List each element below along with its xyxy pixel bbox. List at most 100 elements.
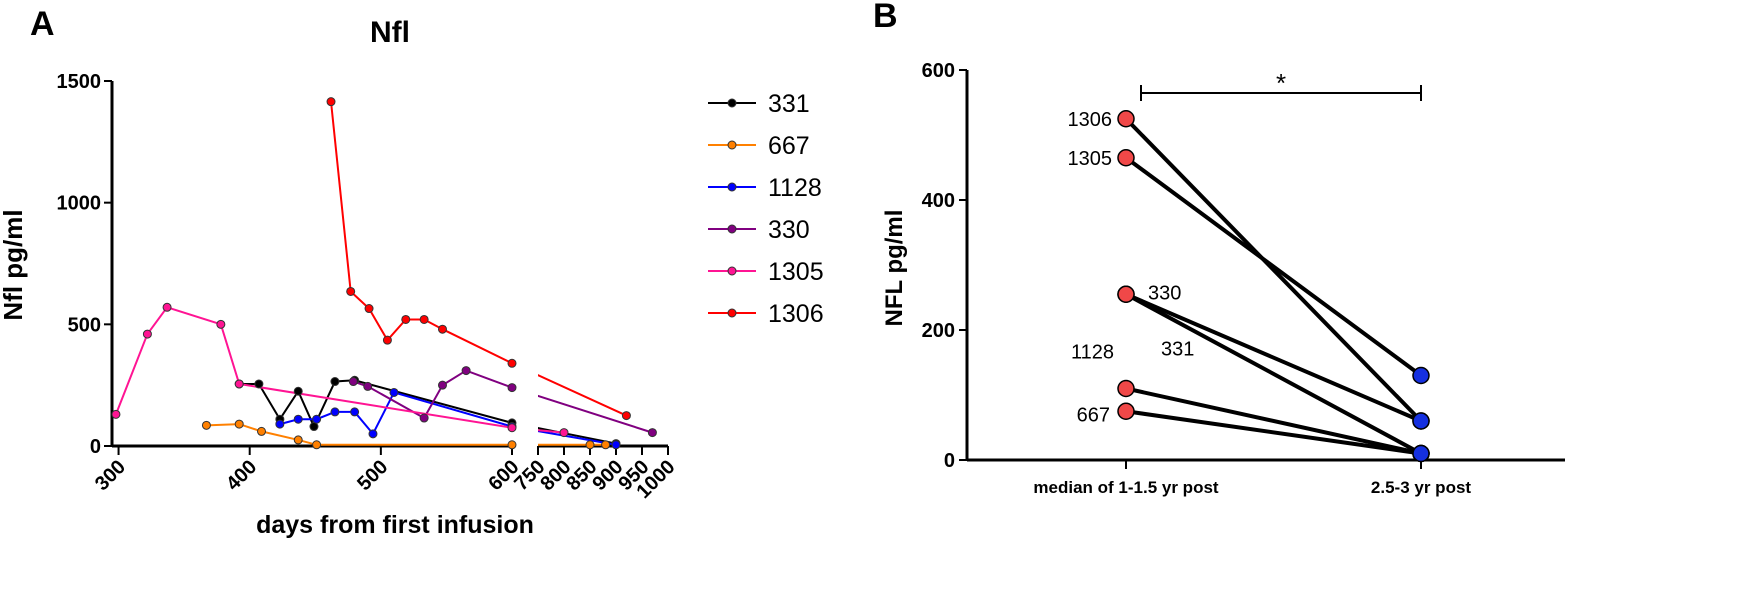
legend-a: 331 667 1128 330 1305 1306 xyxy=(708,90,824,328)
x-tick-label-a: 300 xyxy=(91,456,130,495)
y-tick-label-a: 0 xyxy=(90,436,101,458)
panel-label-b: B xyxy=(873,0,898,35)
legend-marker-330 xyxy=(727,224,737,234)
point-before-667 xyxy=(1117,402,1135,420)
point-before-1128 xyxy=(1117,379,1135,398)
point-667 xyxy=(585,440,595,450)
point-330 xyxy=(507,383,517,393)
series-line-b-1305 xyxy=(1124,156,1423,378)
point-1128 xyxy=(389,387,399,397)
legend-marker-331 xyxy=(727,98,737,108)
series-line-1306 xyxy=(330,101,627,417)
series-lines-a xyxy=(115,101,653,446)
series-a xyxy=(111,97,657,450)
point-331 xyxy=(293,386,303,396)
legend-marker-1306 xyxy=(727,308,737,318)
series-line-1305 xyxy=(115,306,565,434)
series-line-b-667 xyxy=(1125,409,1422,456)
point-331 xyxy=(330,377,340,387)
y-tick-label-b: 0 xyxy=(944,450,955,472)
series-markers-a xyxy=(111,97,657,450)
point-1128 xyxy=(368,429,378,439)
series-label-b-1128: 1128 xyxy=(1071,342,1114,364)
point-1306 xyxy=(419,314,429,324)
point-1128 xyxy=(611,440,621,450)
series-line-b-1128 xyxy=(1125,386,1422,456)
point-1306 xyxy=(621,411,631,421)
y-tick-label-a: 1500 xyxy=(57,71,102,93)
y-tick-label-b: 400 xyxy=(922,190,955,212)
point-1128 xyxy=(312,414,322,424)
series-line-667 xyxy=(206,423,606,446)
series-labels-b: 1306 1305 330 331 1128 667 xyxy=(1068,109,1195,427)
point-330 xyxy=(437,380,447,390)
point-331 xyxy=(309,422,319,432)
series-b: 1306 1305 330 331 1128 667 xyxy=(1068,109,1430,463)
series-markers-b xyxy=(1117,110,1430,463)
point-331 xyxy=(254,379,264,389)
legend-label-1306: 1306 xyxy=(768,300,824,328)
legend-label-1128: 1128 xyxy=(768,174,822,202)
x-tick-label-a: 400 xyxy=(222,456,261,495)
point-330 xyxy=(348,377,358,387)
point-1306 xyxy=(326,97,336,107)
point-before-1306 xyxy=(1117,110,1135,128)
legend-marker-667 xyxy=(727,140,737,150)
legend-marker-1305 xyxy=(727,266,737,276)
point-667 xyxy=(601,440,611,450)
point-1128 xyxy=(350,407,360,417)
x-tick-label-b: median of 1-1.5 yr post xyxy=(1033,478,1218,497)
point-667 xyxy=(201,420,211,430)
point-1305 xyxy=(216,319,226,329)
point-1305 xyxy=(559,428,569,438)
panel-a-chart: Nfl Nfl pg/ml days from first infusion 0… xyxy=(0,16,824,539)
panel-label-a: A xyxy=(30,5,55,43)
series-label-b-667: 667 xyxy=(1077,404,1110,426)
point-1306 xyxy=(382,335,392,345)
point-1306 xyxy=(437,324,447,334)
point-1128 xyxy=(293,414,303,424)
point-667 xyxy=(234,419,244,429)
series-line-b-331 xyxy=(1125,292,1422,423)
point-before-331 xyxy=(1117,285,1135,303)
series-lines-b xyxy=(1124,117,1423,456)
y-axis-label-b: NFL pg/ml xyxy=(881,210,908,327)
point-before-1305 xyxy=(1117,149,1135,167)
x-axis-label-a: days from first infusion xyxy=(256,511,534,539)
point-after-667 xyxy=(1412,444,1430,463)
point-1306 xyxy=(364,304,374,314)
point-330 xyxy=(419,413,429,423)
point-1306 xyxy=(401,314,411,324)
series-label-b-330: 330 xyxy=(1148,282,1181,304)
ticks-b: 0 200 400 600 median of 1-1.5 yr post 2.5-3 y… xyxy=(922,60,1472,497)
legend-label-1305: 1305 xyxy=(768,258,824,286)
y-axis-label-a: Nfl pg/ml xyxy=(0,209,28,320)
legend-label-331: 331 xyxy=(768,90,810,118)
point-330 xyxy=(363,381,373,391)
series-line-1128 xyxy=(279,391,617,446)
significance-star: * xyxy=(1276,68,1286,98)
chart-title-a: Nfl xyxy=(370,16,410,49)
series-label-b-331: 331 xyxy=(1161,338,1194,360)
series-line-b-330 xyxy=(1125,292,1422,456)
series-line-b-1306 xyxy=(1124,117,1423,423)
point-667 xyxy=(257,426,267,436)
point-330 xyxy=(461,366,471,376)
point-1306 xyxy=(507,358,517,368)
point-after-331 xyxy=(1412,412,1430,430)
legend-label-330: 330 xyxy=(768,216,810,244)
series-label-b-1305: 1305 xyxy=(1068,148,1113,170)
point-1305 xyxy=(162,302,172,312)
legend-label-667: 667 xyxy=(768,132,810,160)
point-1305 xyxy=(111,409,121,419)
x-tick-label-b: 2.5-3 yr post xyxy=(1371,478,1471,497)
point-1306 xyxy=(346,286,356,296)
point-1305 xyxy=(234,379,244,389)
x-tick-label-a: 500 xyxy=(353,456,392,495)
y-tick-label-a: 1000 xyxy=(57,193,102,215)
point-1305 xyxy=(142,329,152,339)
legend-marker-1128 xyxy=(727,182,737,192)
significance-bracket: * xyxy=(1140,68,1422,101)
point-667 xyxy=(312,440,322,450)
